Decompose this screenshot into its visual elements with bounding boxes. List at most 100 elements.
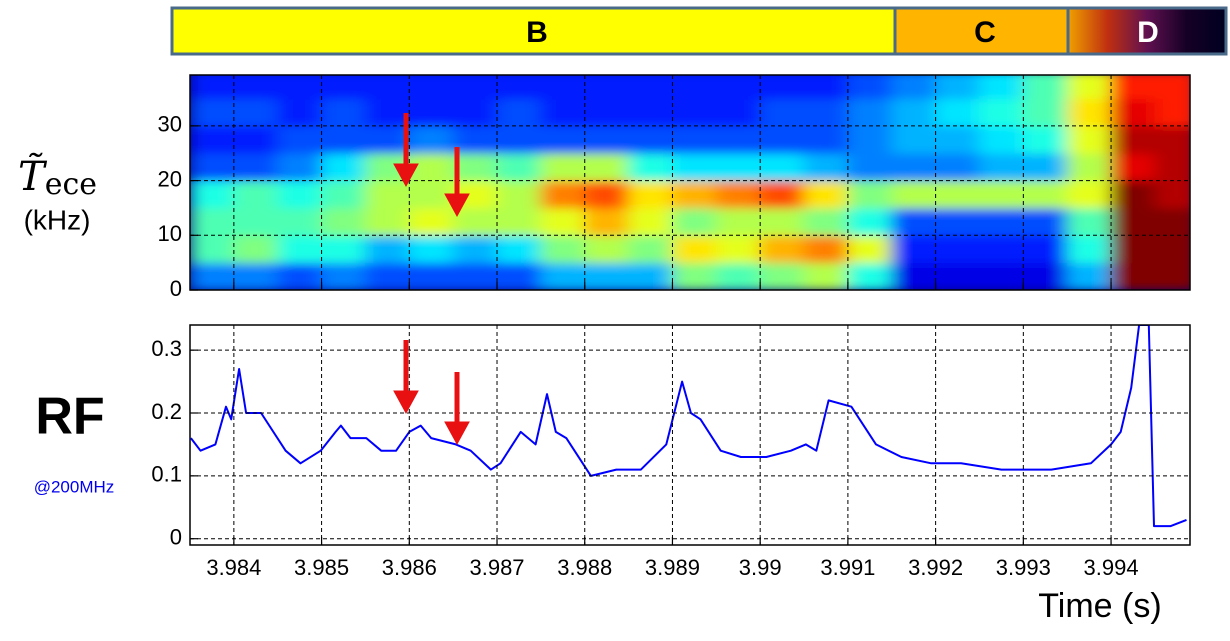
heatmap-cell: [321, 75, 366, 100]
heatmap-cell: [715, 152, 761, 182]
heatmap-cell: [847, 125, 893, 154]
heatmap-cell: [277, 125, 323, 154]
heatmap-cell: [584, 262, 630, 290]
y-tick-label: 20: [158, 166, 182, 191]
heatmap-cell: [277, 262, 323, 290]
heatmap-cell: [1066, 262, 1112, 290]
heatmap-cell: [759, 75, 805, 100]
y-tick-label: 0.3: [151, 336, 182, 361]
heatmap-cell: [847, 234, 893, 264]
heatmap-cell: [803, 180, 849, 209]
heatmap-cell: [935, 207, 980, 236]
heatmap-cell: [759, 234, 805, 264]
heatmap-cell: [452, 98, 498, 127]
heatmap-cell: [628, 75, 673, 100]
heatmap-cell: [540, 234, 586, 264]
heatmap-cell: [1110, 152, 1156, 182]
heatmap-cell: [978, 125, 1024, 154]
phase-label: B: [526, 16, 548, 49]
heatmap-cell: [1154, 262, 1190, 290]
heatmap-cell: [452, 152, 498, 182]
heatmap-cell: [891, 152, 937, 182]
heatmap-cell: [496, 98, 542, 127]
x-tick-label: 3.987: [469, 555, 524, 580]
heatmap-cell: [715, 262, 761, 290]
heatmap-cell: [584, 180, 630, 209]
heatmap-cell: [891, 234, 937, 264]
heatmap-cell: [1110, 207, 1156, 236]
heatmap-cell: [803, 98, 849, 127]
heatmap-cell: [671, 125, 717, 154]
heatmap-cell: [935, 234, 980, 264]
arrow-head: [444, 193, 470, 218]
heatmap-cell: [233, 234, 279, 264]
heatmap-cell: [321, 125, 366, 154]
heatmap-cell: [1066, 207, 1112, 236]
heatmap-cell: [321, 152, 366, 182]
heatmap-cell: [628, 152, 673, 182]
heatmap-cell: [1066, 125, 1112, 154]
heatmap-cell: [364, 262, 410, 290]
heatmap-cell: [190, 234, 235, 264]
heatmap-cell: [321, 98, 366, 127]
heatmap-cell: [584, 207, 630, 236]
heatmap-cell: [452, 234, 498, 264]
heatmap-cell: [321, 207, 366, 236]
heatmap-cell: [803, 262, 849, 290]
x-tick-label: 3.988: [557, 555, 612, 580]
heatmap-cell: [1022, 125, 1068, 154]
heatmap-cell: [364, 207, 410, 236]
heatmap-cell: [671, 234, 717, 264]
heatmap-cell: [891, 262, 937, 290]
heatmap-cell: [891, 180, 937, 209]
heatmap-cell: [847, 152, 893, 182]
y-axis-label: T̃ece: [18, 153, 97, 202]
heatmap-cell: [1022, 207, 1068, 236]
heatmap-cell: [540, 180, 586, 209]
heatmap-cell: [190, 75, 235, 100]
heatmap-cell: [277, 152, 323, 182]
axes: 3.984 3.985 3.986 3.987 3.988 3.989 3.99 3.991 3…: [151, 324, 1191, 580]
heatmap-cell: [759, 152, 805, 182]
ylabel-symbol: T̃: [18, 153, 48, 200]
heatmap-cell: [364, 75, 410, 100]
heatmap-cell: [584, 125, 630, 154]
heatmap-cell: [628, 180, 673, 209]
heatmap-cell: [847, 262, 893, 290]
x-tick-label: 3.993: [996, 555, 1051, 580]
heatmap-cell: [190, 180, 235, 209]
heatmap-cell: [935, 98, 980, 127]
phase-frame: [170, 6, 1228, 56]
heatmap-cell: [759, 180, 805, 209]
heatmap-cell: [628, 125, 673, 154]
heatmap-cell: [496, 207, 542, 236]
heatmap-cell: [671, 262, 717, 290]
heatmap-cell: [496, 75, 542, 100]
heatmap-cell: [1154, 98, 1190, 127]
y-tick-label: 0.1: [151, 462, 182, 487]
heatmap-cell: [1110, 125, 1156, 154]
heatmap-cell: [628, 234, 673, 264]
heatmap-cell: [1022, 234, 1068, 264]
heatmap-cell: [540, 98, 586, 127]
heatmap-cell: [364, 234, 410, 264]
y-tick-label: 10: [158, 221, 182, 246]
heatmap-cell: [233, 152, 279, 182]
heatmap-cell: [803, 152, 849, 182]
heatmap-cell: [671, 180, 717, 209]
y-tick-label: 0: [170, 276, 182, 301]
heatmap-cell: [540, 262, 586, 290]
heatmap-cell: [540, 207, 586, 236]
heatmap-cell: [364, 180, 410, 209]
arrow-head: [393, 390, 419, 415]
heatmap-cell: [891, 125, 937, 154]
heatmap-cell: [671, 98, 717, 127]
heatmap-cell: [496, 262, 542, 290]
phase-b: [172, 8, 895, 54]
heatmap-cell: [364, 125, 410, 154]
heatmap-cell: [759, 125, 805, 154]
heatmap-cell: [452, 125, 498, 154]
y-tick-label: 30: [158, 112, 182, 137]
phase-d: [1068, 8, 1226, 54]
